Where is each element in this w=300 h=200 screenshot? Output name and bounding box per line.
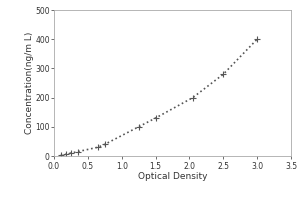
- X-axis label: Optical Density: Optical Density: [138, 172, 207, 181]
- Y-axis label: Concentration(ng/m L): Concentration(ng/m L): [25, 32, 34, 134]
